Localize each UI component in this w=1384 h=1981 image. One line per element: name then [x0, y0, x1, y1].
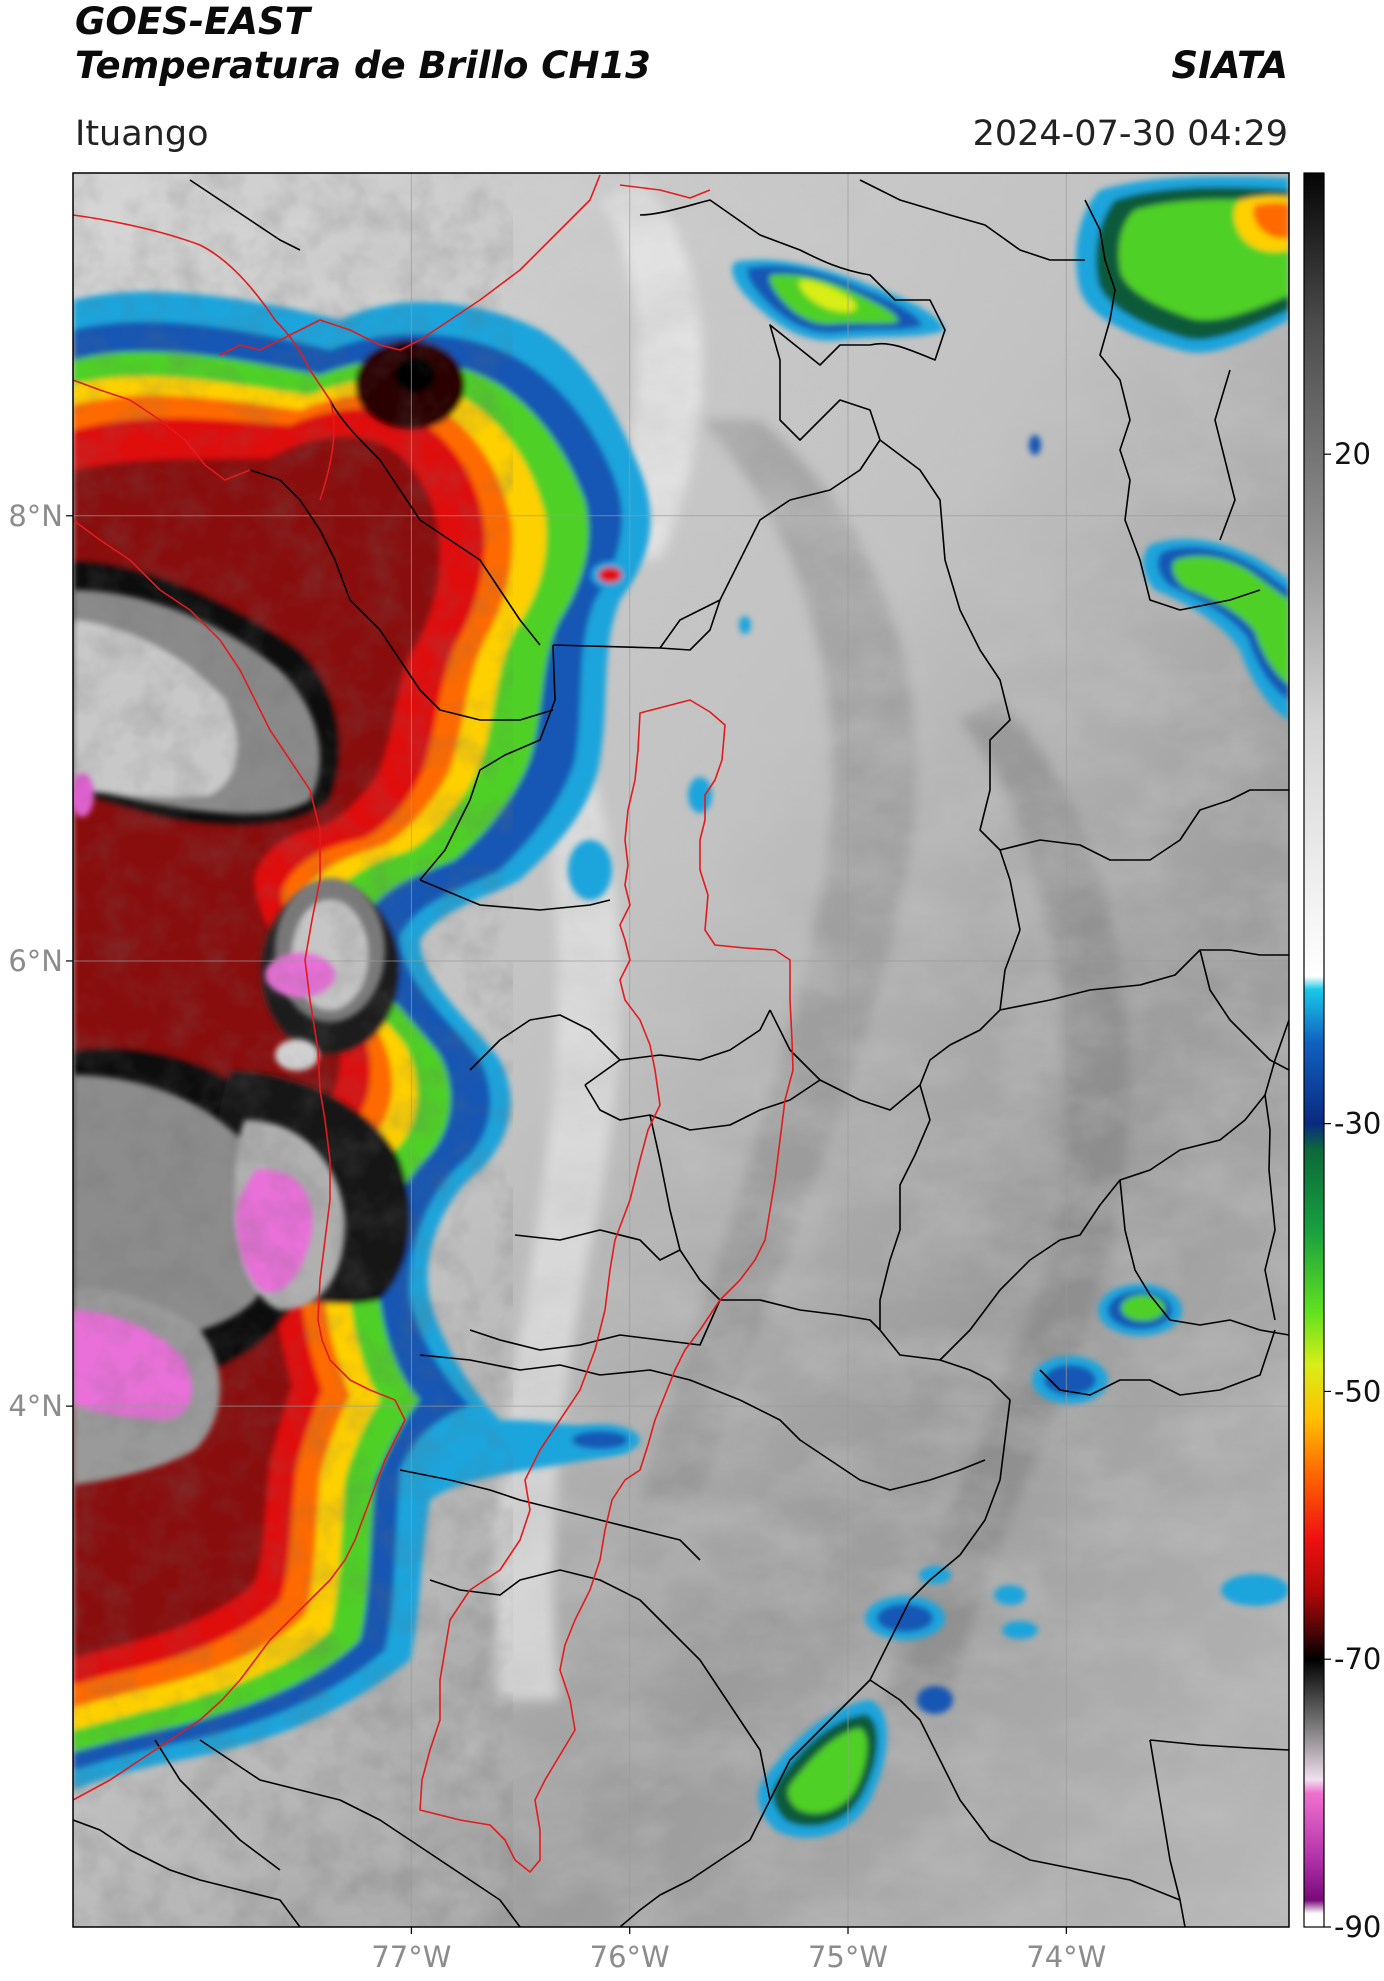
- gridlines: [73, 173, 1289, 1927]
- colorbar-tick-label: -90: [1334, 1910, 1381, 1944]
- longitude-tick-label: 77°W: [371, 1940, 451, 1974]
- latitude-tick-label: 6°N: [8, 944, 63, 978]
- longitude-tick-label: 74°W: [1026, 1940, 1106, 1974]
- longitude-tick-label: 76°W: [590, 1940, 670, 1974]
- satellite-title: GOES-EAST: [75, 0, 310, 43]
- organization-label: SIATA: [1171, 44, 1288, 87]
- latitude-ticks: 8°N 6°N 4°N: [8, 499, 73, 1423]
- basin-outline: [73, 174, 794, 1873]
- satellite-imagery: [73, 173, 1289, 1927]
- colorbar-frame: [1303, 172, 1325, 1928]
- colorbar: [1304, 173, 1324, 1927]
- longitude-ticks: 77°W 76°W 75°W 74°W: [371, 1927, 1106, 1974]
- latitude-tick-label: 8°N: [8, 499, 63, 533]
- latitude-tick-label: 4°N: [8, 1389, 63, 1423]
- political-borders: [73, 179, 1289, 1927]
- colorbar-tick-label: -70: [1334, 1642, 1381, 1676]
- datetime-label: 2024-07-30 04:29: [972, 114, 1288, 154]
- colorbar-tick-label: 20: [1334, 437, 1371, 471]
- colorbar-tick-label: -50: [1334, 1374, 1381, 1408]
- colorbar-ticks: 20 -30 -50 -70 -90: [1324, 437, 1381, 1944]
- location-label: Ituango: [75, 114, 209, 154]
- product-title: Temperatura de Brillo CH13: [75, 44, 651, 87]
- colorbar-tick-label: -30: [1334, 1107, 1381, 1141]
- map-frame: [72, 172, 1290, 1928]
- longitude-tick-label: 75°W: [808, 1940, 888, 1974]
